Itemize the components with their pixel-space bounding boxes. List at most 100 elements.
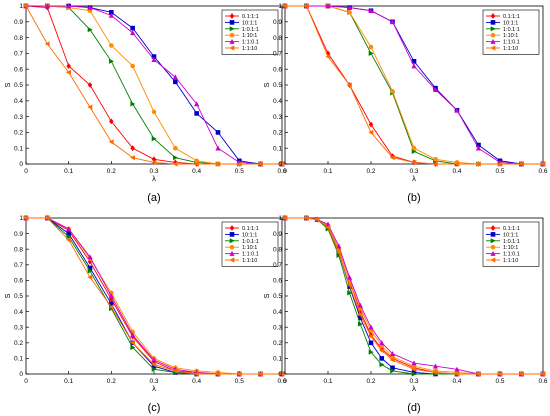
data-point [540, 161, 546, 167]
data-point [108, 12, 114, 18]
data-point [129, 340, 135, 346]
x-tick-label: 0.6 [277, 378, 286, 385]
y-tick-label: 0.3 [14, 324, 23, 331]
legend-label: 10:1:1 [242, 232, 257, 238]
data-point [336, 243, 342, 249]
data-point [357, 315, 363, 321]
data-point [314, 216, 320, 223]
legend-swatch-marker [229, 244, 235, 250]
legend-swatch-marker [229, 238, 235, 244]
y-tick-label: 0.3 [273, 324, 282, 331]
legend-label: 1:0.1:1 [242, 239, 259, 245]
x-tick-label: 0 [24, 168, 28, 175]
data-point [151, 159, 157, 166]
legend-label: 10:1:1 [503, 20, 518, 26]
data-point [432, 161, 438, 167]
legend-swatch-marker [490, 225, 496, 231]
data-point [379, 348, 385, 354]
data-point [411, 59, 417, 64]
data-point [257, 161, 263, 167]
data-point [347, 10, 352, 15]
data-point [173, 155, 179, 161]
data-point [325, 224, 331, 230]
data-point [411, 371, 417, 377]
legend: 0.1:1:110:1:11:0.1:11:10:11:1:0.11:1:10 [221, 221, 279, 267]
legend-label: 1:1:10 [242, 46, 257, 52]
chart-panel-4: 0 0.1 0.2 0.3 0.4 0.5 0.600.10.20.30.40.50.60.… [262, 215, 548, 414]
legend-swatch-marker [229, 225, 235, 231]
data-point [151, 57, 157, 63]
legend-swatch-marker [490, 257, 496, 263]
data-point [389, 19, 396, 25]
legend-label: 1:0.1:1 [242, 27, 259, 33]
data-point [368, 44, 374, 50]
legend-item: 1:10:1 [225, 32, 257, 39]
data-point [193, 161, 199, 167]
y-tick-label: 0.7 [14, 51, 23, 58]
legend-item: 1:10:1 [225, 244, 257, 251]
data-point [368, 8, 374, 14]
data-point [282, 215, 288, 221]
legend-label: 1:0.1:1 [503, 27, 520, 33]
x-tick-label: 0.2 [366, 378, 375, 385]
legend-swatch-marker [490, 20, 496, 25]
x-tick-label: 0.6 [277, 168, 286, 175]
data-point [368, 324, 374, 330]
y-tick-label: 0 [19, 161, 23, 168]
data-point [65, 237, 71, 243]
legend-item: 1:0.1:1 [486, 26, 520, 33]
y-axis-label: S [262, 293, 271, 298]
data-point [109, 43, 114, 48]
y-tick-label: 0.4 [14, 98, 23, 105]
data-point [303, 3, 309, 9]
data-point [475, 371, 481, 377]
legend-label: 1:10:1 [503, 245, 518, 251]
data-point [475, 145, 482, 151]
legend-swatch-marker [490, 32, 496, 38]
data-point [432, 369, 438, 376]
data-point [194, 158, 199, 164]
panel-label: (b) [407, 192, 420, 204]
legend-label: 0.1:1:1 [242, 226, 259, 232]
legend-swatch-marker [490, 232, 496, 237]
data-point [66, 231, 71, 236]
y-tick-label: 0.9 [14, 231, 23, 238]
legend-label: 10:1:1 [503, 232, 518, 238]
y-tick-label: 0.5 [14, 293, 23, 300]
legend-swatch-marker [490, 238, 496, 244]
x-tick-label: 0.4 [192, 378, 201, 385]
legend-swatch-marker [229, 26, 235, 32]
legend-swatch-marker [490, 26, 496, 32]
legend-item: 1:1:10 [486, 257, 518, 264]
data-point [215, 145, 221, 151]
data-point [347, 290, 353, 296]
data-point [336, 249, 342, 255]
data-point [173, 145, 178, 151]
legend-label: 0.1:1:1 [503, 14, 520, 20]
legend-item: 1:0.1:1 [225, 26, 259, 33]
y-tick-label: 0.9 [273, 19, 282, 26]
series-1:1:10 [282, 3, 546, 167]
y-tick-label: 0.6 [273, 66, 282, 73]
data-point [44, 215, 50, 221]
y-tick-label: 0.1 [14, 356, 23, 363]
data-point [172, 368, 178, 374]
legend-item: 1:1:0.1 [486, 250, 520, 258]
legend-item: 1:1:10 [225, 257, 257, 264]
y-tick-label: 0.9 [273, 231, 282, 238]
legend: 0.1:1:110:1:11:0.1:11:10:11:1:0.11:1:10 [482, 221, 540, 267]
legend-label: 1:1:10 [503, 258, 518, 264]
data-point [257, 371, 263, 377]
x-tick-label: 0.2 [107, 378, 116, 385]
data-point [87, 27, 93, 33]
y-tick-label: 0.6 [14, 66, 23, 73]
data-point [279, 371, 285, 377]
data-point [109, 118, 114, 125]
data-point [389, 357, 395, 363]
legend-label: 1:1:0.1 [503, 252, 520, 258]
y-tick-label: 0.4 [273, 98, 282, 105]
data-point [215, 371, 221, 377]
data-point [23, 3, 29, 9]
data-point [518, 371, 524, 377]
